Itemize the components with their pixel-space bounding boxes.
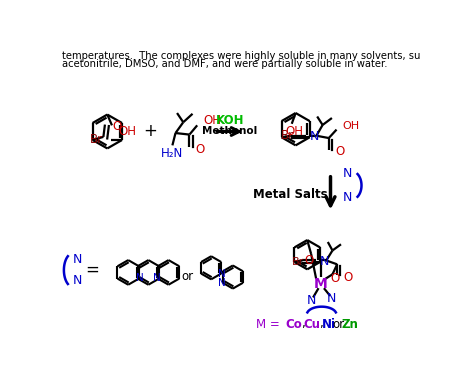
Text: +: +: [143, 122, 157, 140]
Text: Cu: Cu: [303, 317, 320, 330]
Text: N: N: [136, 273, 144, 283]
Text: Co: Co: [285, 317, 301, 330]
Text: Br: Br: [281, 129, 294, 142]
Text: Br: Br: [91, 133, 103, 147]
Text: N: N: [218, 269, 226, 278]
Text: M =: M =: [256, 317, 284, 330]
Text: O: O: [343, 271, 353, 284]
Text: O: O: [330, 273, 339, 285]
Text: N: N: [73, 253, 82, 266]
Text: KOH: KOH: [216, 114, 244, 127]
Text: N: N: [307, 294, 316, 307]
Text: Ni: Ni: [322, 317, 336, 330]
Text: N: N: [343, 167, 352, 179]
Text: ,: ,: [301, 317, 304, 330]
Text: O: O: [304, 254, 313, 267]
Text: OH: OH: [343, 121, 360, 131]
Text: Methanol: Methanol: [202, 126, 257, 136]
Text: or: or: [332, 317, 344, 330]
Text: temperatures.  The complexes were highly soluble in many solvents, su: temperatures. The complexes were highly …: [63, 51, 421, 61]
Text: N: N: [327, 292, 337, 305]
Text: Metal Salts: Metal Salts: [253, 188, 328, 201]
Text: N: N: [320, 255, 329, 268]
Text: OH: OH: [118, 125, 136, 138]
Text: or: or: [181, 270, 193, 283]
Text: ,: ,: [319, 317, 323, 330]
Text: H₂N: H₂N: [161, 147, 183, 160]
Text: Br: Br: [292, 257, 304, 267]
Text: M: M: [314, 277, 328, 291]
Text: N: N: [153, 273, 161, 283]
Text: OH: OH: [203, 114, 221, 127]
Text: N: N: [218, 278, 226, 288]
Text: N: N: [310, 130, 319, 143]
Text: O: O: [195, 144, 204, 156]
Text: O: O: [112, 121, 121, 133]
Text: =: =: [85, 261, 99, 279]
Text: OH: OH: [285, 125, 303, 138]
Text: N: N: [73, 275, 82, 287]
Text: Zn: Zn: [341, 317, 358, 330]
Text: O: O: [335, 145, 344, 158]
Text: acetonitrile, DMSO, and DMF, and were partially soluble in water.: acetonitrile, DMSO, and DMF, and were pa…: [63, 59, 388, 69]
Text: N: N: [343, 191, 352, 204]
